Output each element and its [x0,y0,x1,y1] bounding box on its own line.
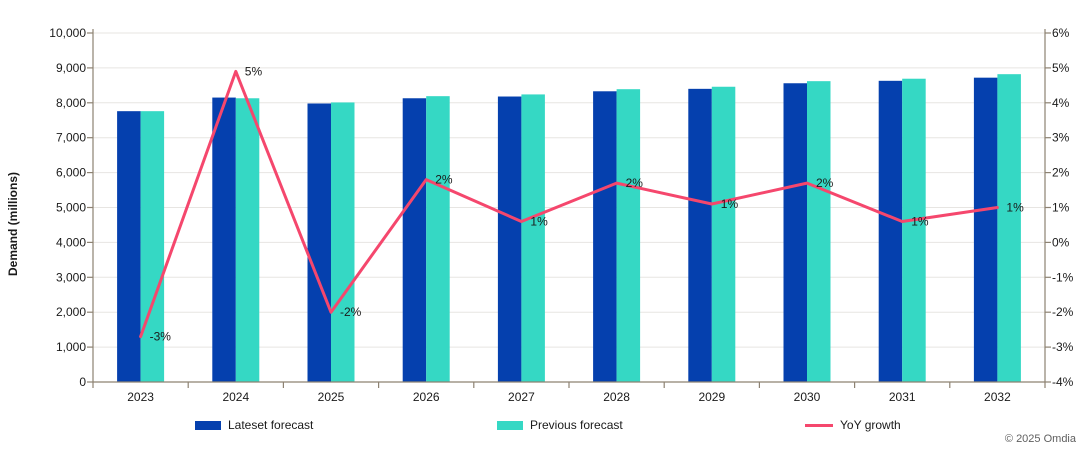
x-axis-tick-label: 2031 [889,390,916,404]
yoy-growth-point-label: 1% [911,214,929,228]
right-axis-tick-label: -1% [1052,270,1074,284]
left-axis-tick-label: 0 [79,375,86,389]
right-axis-tick-label: -4% [1052,375,1074,389]
x-axis-tick-label: 2024 [222,390,249,404]
latest-forecast-bar-2024 [212,97,236,382]
right-axis-tick-label: 0% [1052,235,1070,249]
right-axis-tick-label: -3% [1052,340,1074,354]
yoy-growth-line [139,69,999,339]
left-axis-tick-label: 4,000 [56,235,86,249]
yoy-growth-point-label: 1% [1006,201,1024,215]
legend-label-yoy-growth: YoY growth [840,418,901,432]
left-axis-tick-label: 9,000 [56,61,86,75]
legend-item-latest-forecast: Lateset forecast [195,418,313,432]
right-axis-tick-label: 4% [1052,96,1070,110]
latest-forecast-bar-2026 [402,98,427,382]
previous-forecast-bar-2025 [331,102,355,383]
latest-forecast-bar-2023 [117,111,141,383]
previous-forecast-bar-2031 [902,78,926,383]
yoy-growth-point-label: -3% [150,330,172,344]
latest-forecast-bar-2027 [497,96,522,382]
right-axis-tick-label: 1% [1052,201,1070,215]
previous-forecast-bar-2030 [807,81,831,383]
left-axis-tick-label: 5,000 [56,201,86,215]
right-axis-tick-label: -2% [1052,305,1074,319]
left-axis-tick-label: 6,000 [56,166,86,180]
latest-forecast-bar-2029 [688,88,712,382]
latest-forecast-swatch [195,420,221,430]
legend-label-previous-forecast: Previous forecast [530,418,623,432]
x-axis-tick-label: 2026 [413,390,440,404]
legend-item-yoy-growth: YoY growth [805,418,901,432]
yoy-growth-point-label: 2% [435,173,453,187]
yoy-growth-point-label: 5% [245,64,263,78]
left-axis-tick-label: 10,000 [49,26,86,40]
x-axis-tick-label: 2027 [508,390,535,404]
x-axis-tick-label: 2028 [603,390,630,404]
previous-forecast-swatch [497,420,523,430]
legend-item-previous-forecast: Previous forecast [497,418,623,432]
yoy-growth-point-label: 1% [721,197,739,211]
right-axis-tick-label: 5% [1052,61,1070,75]
left-axis-tick-label: 2,000 [56,305,86,319]
latest-forecast-bar-2030 [783,83,807,383]
left-axis-tick-label: 8,000 [56,96,86,110]
x-axis-tick-label: 2023 [127,390,154,404]
latest-forecast-bar-2031 [878,80,903,383]
previous-forecast-bar-2024 [235,98,260,382]
x-axis-tick-label: 2030 [794,390,821,404]
left-axis-tick-label: 1,000 [56,340,86,354]
previous-forecast-bar-2032 [997,74,1021,382]
previous-forecast-bar-2023 [140,111,165,383]
yoy-growth-point-label: 2% [626,176,644,190]
yoy-growth-point-label: 2% [816,176,834,190]
yoy-growth-point-label: 1% [530,214,548,228]
yoy-growth-line-swatch [805,423,833,427]
right-axis-tick-label: 3% [1052,131,1070,145]
right-axis-tick-label: 2% [1052,166,1070,180]
yoy-growth-point-label: -2% [340,305,362,319]
copyright-text: © 2025 Omdia [1004,433,1076,445]
y-axis-title: Demand (millions) [6,172,20,276]
previous-forecast-bar-2027 [521,94,545,382]
x-axis-tick-label: 2029 [698,390,725,404]
left-axis-tick-label: 7,000 [56,131,86,145]
previous-forecast-bar-2029 [711,86,736,382]
previous-forecast-bar-2028 [616,89,641,383]
latest-forecast-bar-2025 [307,103,331,383]
latest-forecast-bar-2032 [973,77,998,382]
latest-forecast-bar-2028 [593,91,617,383]
right-axis-tick-label: 6% [1052,26,1070,40]
previous-forecast-bar-2026 [426,96,450,382]
left-axis-tick-label: 3,000 [56,270,86,284]
x-axis-tick-label: 2025 [318,390,345,404]
x-axis-tick-label: 2032 [984,390,1011,404]
legend-label-latest-forecast: Lateset forecast [228,418,314,432]
